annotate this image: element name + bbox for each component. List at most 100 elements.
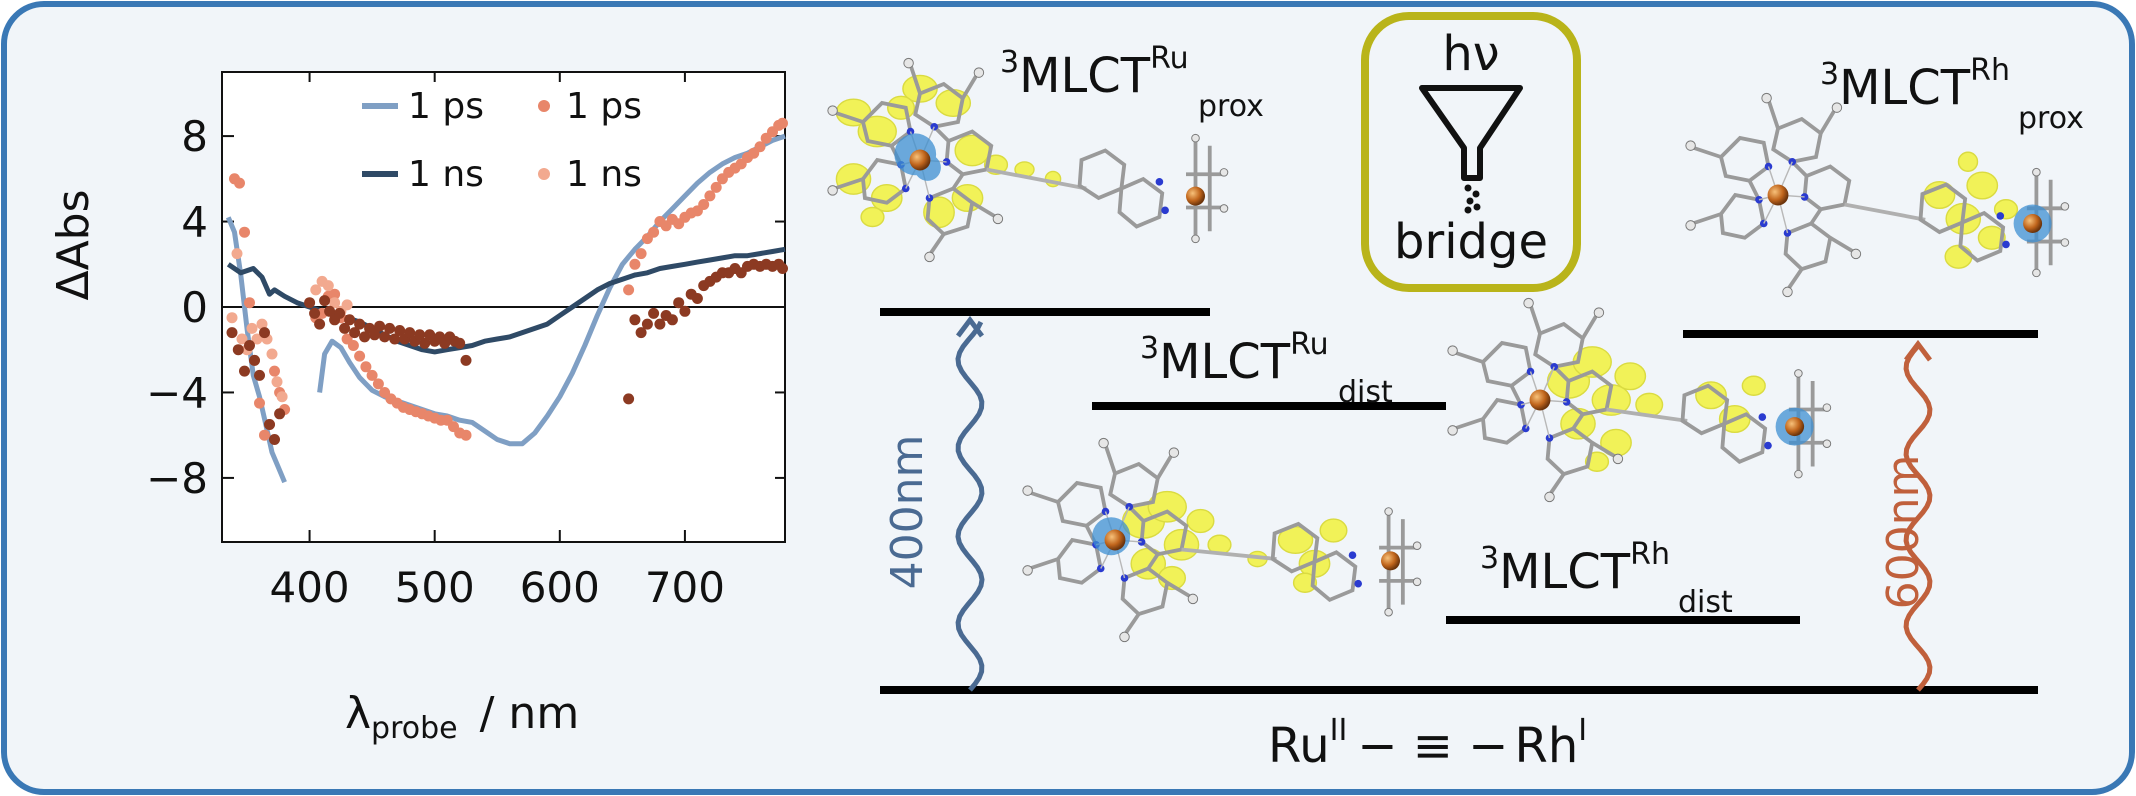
data-point [648,226,660,238]
metal-atom-ru [1767,184,1789,206]
data-point [641,318,653,330]
data-point [629,314,641,326]
data-point [329,288,341,300]
data-point [339,322,351,334]
arrow-head-400nm [956,315,984,338]
x-axis-unit: / nm [480,688,580,739]
y-tick-label: 0 [181,283,208,332]
data-point [236,333,248,345]
data-point [369,329,381,341]
isosurface-lobe [1957,151,1979,172]
data-point [324,305,336,317]
data-point [704,190,716,202]
data-point [226,327,238,339]
x-axis-label: λprobe / nm [345,688,579,746]
data-point [244,340,255,351]
data-point [777,263,788,274]
data-point [251,333,263,345]
y-tick-label: −8 [146,454,208,503]
data-point [309,307,321,319]
x-axis-symbol: λ [345,688,371,739]
data-point [239,226,250,238]
legend-swatch-dot [538,100,550,112]
ground-state-label: RuII − ≡ − RhI [1268,713,1587,774]
spectrum-chart: 8 4 0 −4 −8 400 500 600 700 1 ps 1 ps 1 ns 1 ns ΔA… [48,71,788,746]
data-point [754,141,766,153]
data-point [347,340,359,351]
data-point [379,331,391,343]
data-point [389,333,401,345]
data-point [259,327,270,339]
data-point [394,325,406,336]
state-label-rh-prox: 3MLCTRhprox [1820,53,2084,136]
data-point [454,337,466,349]
state-label-ru-prox: 3MLCTRuprox [1000,41,1264,124]
box-label-top: hν [1442,26,1499,82]
data-point [777,117,788,129]
data-point [264,419,275,430]
x-tick-label: 600 [520,563,600,612]
molecule-rh-dist [1445,296,1833,504]
data-point [244,297,255,309]
data-point [710,181,722,193]
data-point [271,376,283,388]
energy-diagram: 400nm 600nm 3MLCTRuprox 3MLCTRudist 3MLC… [825,12,2084,774]
data-point [274,408,286,420]
data-point [384,322,396,334]
legend-label: 1 ps [408,86,484,127]
molecule-ru-dist [1020,436,1423,644]
data-point [249,354,260,366]
data-point [460,354,472,366]
data-point [635,248,647,260]
data-point [679,305,691,317]
data-point [344,314,356,326]
legend-label: 1 ps [566,86,642,127]
arrow-head-600nm [1904,339,1932,362]
data-point [404,327,416,339]
isosurface-lobe [860,206,885,228]
y-tick-label: 4 [181,198,208,247]
metal-atom-ru [909,149,931,171]
data-point [259,429,270,441]
data-point [654,318,666,330]
data-point [354,350,366,362]
data-point [304,297,316,309]
data-point [366,369,378,381]
box-outline [1361,12,1581,292]
data-point [691,293,703,304]
data-point [349,327,361,339]
data-point [666,314,678,326]
data-point [232,344,244,356]
data-point [314,318,326,330]
funnel-icon [1419,85,1523,181]
data-point [276,391,288,403]
data-point [623,393,635,405]
x-tick-label: 700 [645,563,725,612]
data-point [354,318,366,330]
data-point [234,177,245,189]
state-label-rh-dist: 3MLCTRhdist [1480,537,1733,620]
data-point [231,248,243,260]
data-point [269,434,280,445]
state-label-ru-dist: 3MLCTRudist [1140,327,1393,410]
data-point [648,307,660,319]
x-tick-label: 400 [269,563,349,612]
data-point [256,318,268,330]
isosurface-lobe [1292,572,1318,593]
data-point [414,329,426,341]
data-point [341,299,353,311]
data-point [698,199,710,210]
data-point [623,284,635,296]
data-point [239,365,250,377]
isosurface-lobe [1977,225,2006,250]
metal-atom-ru [1104,529,1126,551]
legend-label: 1 ns [408,154,484,195]
box-label-bottom: bridge [1394,214,1548,270]
data-point [266,348,278,360]
metal-atom-rh [1785,417,1805,437]
isosurface-lobe [1614,362,1647,391]
data-point [419,337,431,349]
photoexcitation-box: hν bridge [1361,12,1581,292]
data-point [322,280,334,292]
